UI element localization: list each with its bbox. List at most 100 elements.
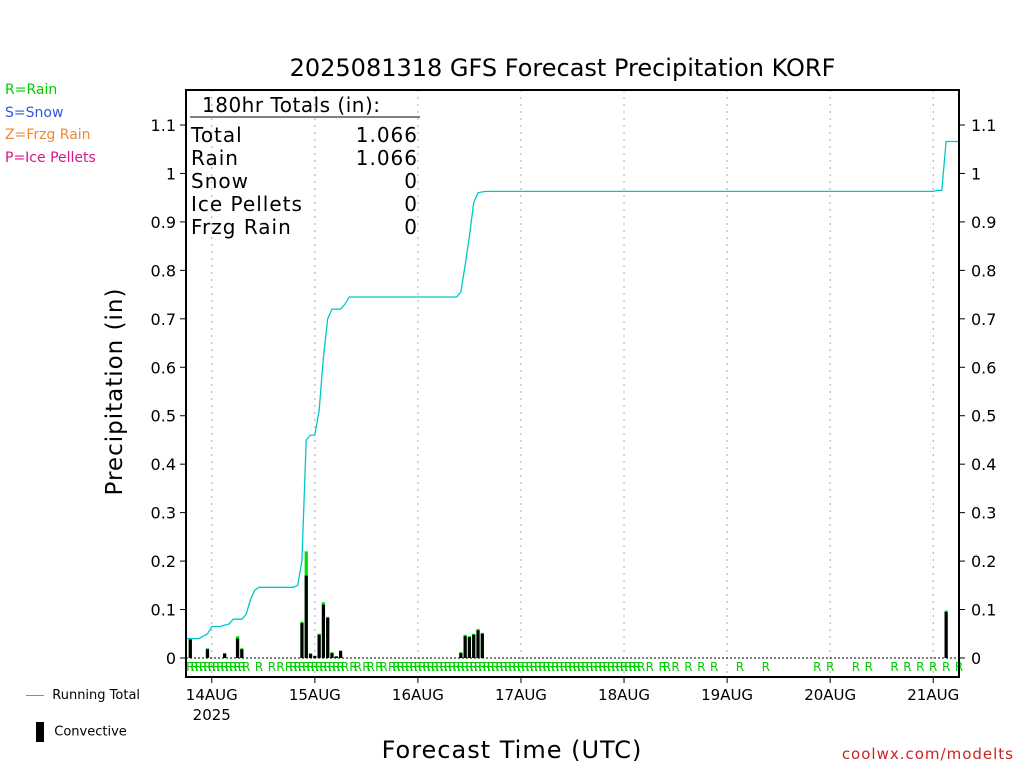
x-tick-label: 21AUG (907, 686, 959, 704)
ptype-marker: R (439, 660, 447, 674)
ptype-marker: R (302, 660, 310, 674)
ptype-marker: R (268, 660, 276, 674)
ptype-marker: R (427, 660, 435, 674)
convective-bar (300, 623, 304, 658)
legend-convective: Convective (28, 702, 127, 743)
ptype-marker: R (422, 660, 430, 674)
ptype-marker: R (916, 660, 924, 674)
convective-bar (476, 630, 480, 658)
ptype-marker: R (890, 660, 898, 674)
y-tick-label-right: 0 (971, 649, 981, 668)
ptype-marker: R (242, 660, 250, 674)
y-tick-label-right: 0.6 (971, 358, 996, 377)
ptype-marker: R (349, 660, 357, 674)
ptype-marker: R (903, 660, 911, 674)
y-tick-label-left: 1 (166, 164, 176, 183)
ptype-marker: R (607, 660, 615, 674)
ptype-marker: R (238, 660, 246, 674)
ptype-marker: R (482, 660, 490, 674)
y-tick-label-right: 0.8 (971, 261, 996, 280)
convective-bar (321, 604, 326, 658)
x-tick-label: 17AUG (495, 686, 547, 704)
ptype-marker: R (620, 660, 628, 674)
ptype-marker: R (186, 660, 194, 674)
convective-bar (317, 634, 321, 658)
y-tick-label-left: 0.7 (151, 310, 176, 329)
ptype-marker: R (646, 660, 654, 674)
ptype-marker: R (603, 660, 611, 674)
y-tick-label-right: 0.5 (971, 407, 996, 426)
y-tick-label-right: 1.1 (971, 116, 996, 135)
convective-bar (313, 656, 317, 658)
ptype-marker: R (852, 660, 860, 674)
ptype-marker: R (659, 660, 667, 674)
convective-bar (334, 656, 338, 658)
ptype-marker: R (203, 660, 211, 674)
legend-convective-label: Convective (54, 724, 127, 740)
convective-bar (330, 653, 334, 658)
legend-frzg-rain: Z=Frzg Rain (5, 127, 91, 143)
convective-bar (472, 634, 476, 658)
ptype-marker: R (448, 660, 456, 674)
ptype-marker: R (560, 660, 568, 674)
credit-text: coolwx.com/modelts (841, 745, 1014, 763)
convective-bar (308, 654, 313, 658)
ptype-marker: R (190, 660, 198, 674)
ptype-marker: R (195, 660, 203, 674)
ptype-marker: R (341, 660, 349, 674)
x-axis-label: Forecast Time (UTC) (382, 736, 643, 764)
ptype-marker: R (573, 660, 581, 674)
convective-bar (223, 653, 227, 658)
convective-bar (205, 649, 210, 658)
ptype-marker: R (293, 660, 301, 674)
convective-bar (304, 575, 308, 658)
ptype-marker: R (289, 660, 297, 674)
ptype-marker: R (470, 660, 478, 674)
ptype-marker: R (362, 660, 370, 674)
ptype-marker: R (487, 660, 495, 674)
ptype-marker: R (452, 660, 460, 674)
ptype-marker: R (405, 660, 413, 674)
legend-rain: R=Rain (5, 82, 58, 98)
ptype-marker: R (865, 660, 873, 674)
ptype-marker: R (508, 660, 516, 674)
totals-row-label: Total (190, 123, 243, 147)
y-tick-label-right: 0.7 (971, 310, 996, 329)
ptype-marker: R (543, 660, 551, 674)
ptype-marker: R (328, 660, 336, 674)
ptype-marker: R (392, 660, 400, 674)
ptype-marker: R (521, 660, 529, 674)
convective-bar (235, 638, 240, 658)
ptype-marker: R (474, 660, 482, 674)
ptype-marker: R (409, 660, 417, 674)
totals-row-label: Snow (191, 169, 249, 193)
y-axis-label: Precipitation (in) (102, 288, 128, 496)
ptype-marker: R (208, 660, 216, 674)
ptype-marker: R (332, 660, 340, 674)
ptype-marker: R (375, 660, 383, 674)
ptype-marker: R (388, 660, 396, 674)
ptype-marker: R (762, 660, 770, 674)
totals-row-value: 0 (404, 192, 418, 216)
ptype-marker: R (826, 660, 834, 674)
convective-bar (188, 639, 192, 658)
ptype-marker: R (697, 660, 705, 674)
ptype-marker: R (435, 660, 443, 674)
ptype-marker: R (336, 660, 344, 674)
ptype-marker: R (324, 660, 332, 674)
ptype-marker: R (298, 660, 306, 674)
y-tick-label-left: 0.4 (151, 455, 176, 474)
y-tick-label-right: 0.9 (971, 213, 996, 232)
legend-snow: S=Snow (5, 105, 64, 121)
ptype-marker: R (229, 660, 237, 674)
convective-bar (463, 636, 467, 658)
ptype-marker: R (220, 660, 228, 674)
ptype-marker: R (594, 660, 602, 674)
ptype-marker: R (418, 660, 426, 674)
convective-bar (480, 633, 484, 658)
ptype-marker: R (431, 660, 439, 674)
totals-row-label: Rain (191, 146, 239, 170)
legend-running-total: Running Total (18, 669, 140, 705)
legend-running-total-label: Running Total (52, 688, 141, 703)
ptype-marker: R (255, 660, 263, 674)
